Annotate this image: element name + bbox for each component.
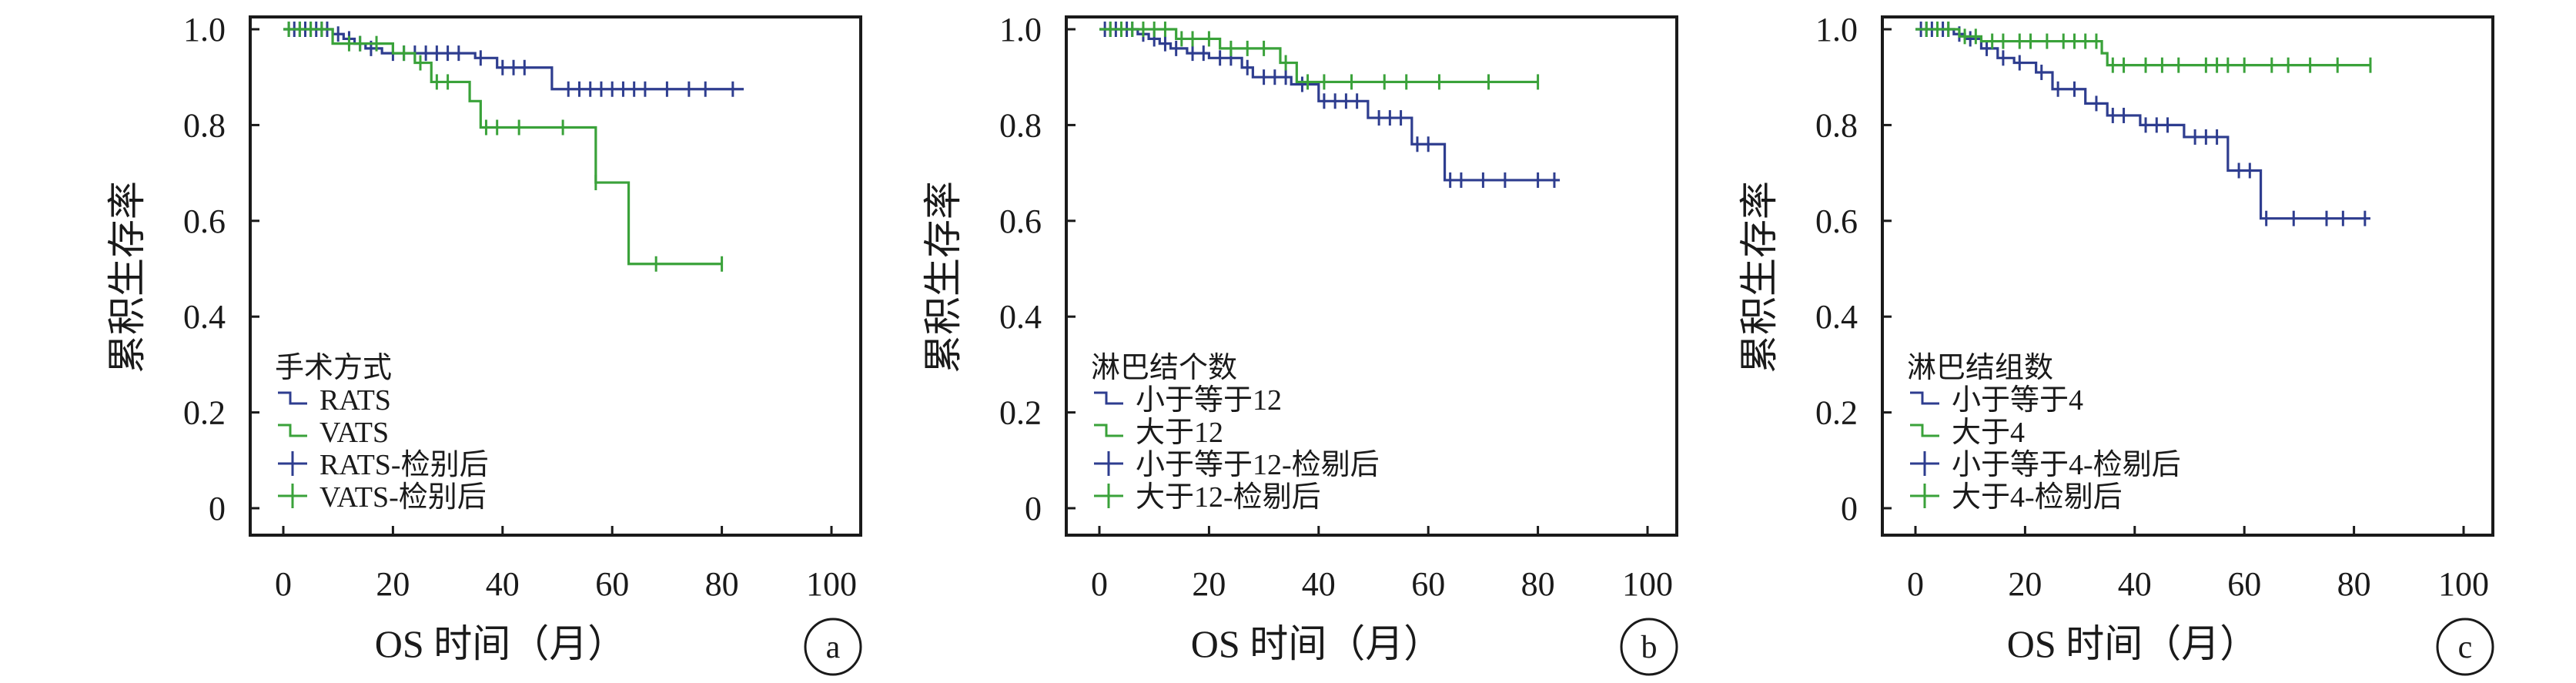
panel-tag-circle (1620, 618, 1678, 676)
y-tick-label: 0.4 (183, 298, 226, 336)
legend-swatch-line (1094, 391, 1123, 405)
legend-entry-label: RATS (319, 384, 391, 417)
legend-swatch-line (1910, 424, 1939, 437)
km-curve-series-1 (1099, 28, 1561, 182)
x-tick-label: 0 (1091, 565, 1108, 603)
legend-entry-label: VATS-检别后 (319, 481, 487, 514)
x-axis-title: OS 时间（月） (375, 622, 626, 665)
y-tick-label: 0 (1841, 490, 1858, 527)
km-curve-series-1 (283, 28, 744, 91)
km-curve-series-2 (1915, 28, 2370, 67)
x-tick-label: 0 (1907, 565, 1924, 603)
y-tick-label: 0.8 (1815, 106, 1858, 144)
x-tick-label: 100 (2438, 565, 2489, 603)
km-curve-series-2 (1099, 28, 1538, 84)
legend-entry-label: 小于等于4 (1952, 384, 2083, 417)
legend-swatch-censor (278, 484, 307, 508)
km-panel-b: 0 20 40 60 80 100 0 0.2 0.4 0.6 0.8 1.0 OS 时间（月） 累积生存… (816, 0, 1763, 679)
km-panel-a: 0 20 40 60 80 100 0 0.2 0.4 0.6 0.8 1.0 OS 时间（月） 累积生存… (0, 0, 947, 679)
legend-swatch-line (1094, 424, 1123, 437)
x-tick-label: 20 (1192, 565, 1226, 603)
x-tick-label: 80 (1521, 565, 1555, 603)
x-tick-label: 20 (376, 565, 410, 603)
legend-swatch-censor (1910, 484, 1939, 508)
x-tick-label: 40 (486, 565, 520, 603)
panel-tag-label: c (2458, 630, 2473, 665)
panel-tag-circle (804, 618, 862, 676)
km-panel-c: 0 20 40 60 80 100 0 0.2 0.4 0.6 0.8 1.0 OS 时间（月） 累积生存… (1632, 0, 2576, 679)
plot-frame (1881, 15, 2494, 537)
x-tick-label: 80 (2337, 565, 2371, 603)
y-tick-label: 0.2 (1815, 394, 1858, 432)
x-tick-label: 20 (2008, 565, 2042, 603)
x-axis-title: OS 时间（月） (2007, 622, 2258, 665)
y-tick-label: 0.6 (183, 203, 226, 240)
km-curve-series-2 (283, 28, 722, 266)
y-tick-label: 0 (1025, 490, 1042, 527)
y-tick-label: 0.6 (1815, 203, 1858, 240)
x-tick-label: 100 (1622, 565, 1673, 603)
y-tick-label: 0.2 (999, 394, 1042, 432)
y-tick-label: 0.4 (999, 298, 1042, 336)
legend-swatch-line (1910, 391, 1939, 405)
km-curve-series-1 (1915, 28, 2370, 220)
legend-entry-label: VATS (319, 417, 389, 449)
legend-swatch-censor (1094, 451, 1123, 476)
x-tick-label: 60 (2227, 565, 2261, 603)
km-chart-svg: 0 20 40 60 80 100 0 0.2 0.4 0.6 0.8 1.0 OS 时间（月） 累积生存… (922, 11, 1678, 676)
legend-swatch-censor (278, 451, 307, 476)
km-chart-svg: 0 20 40 60 80 100 0 0.2 0.4 0.6 0.8 1.0 OS 时间（月） 累积生存… (1738, 11, 2494, 676)
y-tick-label: 0 (209, 490, 226, 527)
legend-entry-label: 大于4 (1952, 417, 2025, 449)
x-tick-label: 80 (705, 565, 739, 603)
y-tick-label: 1.0 (1815, 11, 1858, 49)
legend-title: 淋巴结个数 (1091, 352, 1237, 384)
x-tick-label: 40 (2118, 565, 2152, 603)
plot-frame (249, 15, 862, 537)
legend-entry-label: 大于12-检剔后 (1136, 481, 1321, 514)
legend-entry-label: 小于等于12 (1136, 384, 1282, 417)
legend-entry-label: RATS-检别后 (319, 449, 489, 481)
y-tick-label: 0.8 (183, 106, 226, 144)
y-axis-title: 累积生存率 (1738, 181, 1781, 373)
km-chart-svg: 0 20 40 60 80 100 0 0.2 0.4 0.6 0.8 1.0 OS 时间（月） 累积生存… (105, 11, 862, 676)
legend-swatch-line (278, 391, 307, 405)
x-tick-label: 40 (1302, 565, 1336, 603)
legend-swatch-line (278, 424, 307, 437)
y-tick-label: 1.0 (999, 11, 1042, 49)
y-tick-label: 0.4 (1815, 298, 1858, 336)
legend-entry-label: 大于12 (1136, 417, 1223, 449)
y-tick-label: 0.6 (999, 203, 1042, 240)
legend-title: 手术方式 (275, 352, 392, 384)
x-tick-label: 100 (806, 565, 857, 603)
legend-swatch-censor (1094, 484, 1123, 508)
y-axis-title: 累积生存率 (922, 181, 965, 373)
legend-title: 淋巴结组数 (1907, 352, 2053, 384)
panel-tag-label: a (826, 630, 841, 665)
y-tick-label: 0.8 (999, 106, 1042, 144)
plot-frame (1065, 15, 1678, 537)
legend-entry-label: 小于等于4-检剔后 (1952, 449, 2181, 481)
legend-entry-label: 小于等于12-检剔后 (1136, 449, 1380, 481)
y-tick-label: 0.2 (183, 394, 226, 432)
y-axis-title: 累积生存率 (105, 181, 149, 373)
x-axis-title: OS 时间（月） (1191, 622, 1442, 665)
x-tick-label: 0 (275, 565, 292, 603)
y-tick-label: 1.0 (183, 11, 226, 49)
legend-swatch-censor (1910, 451, 1939, 476)
panel-tag-circle (2436, 618, 2494, 676)
x-tick-label: 60 (1411, 565, 1445, 603)
legend-entry-label: 大于4-检剔后 (1952, 481, 2123, 514)
x-tick-label: 60 (595, 565, 629, 603)
panel-tag-label: b (1641, 630, 1658, 665)
